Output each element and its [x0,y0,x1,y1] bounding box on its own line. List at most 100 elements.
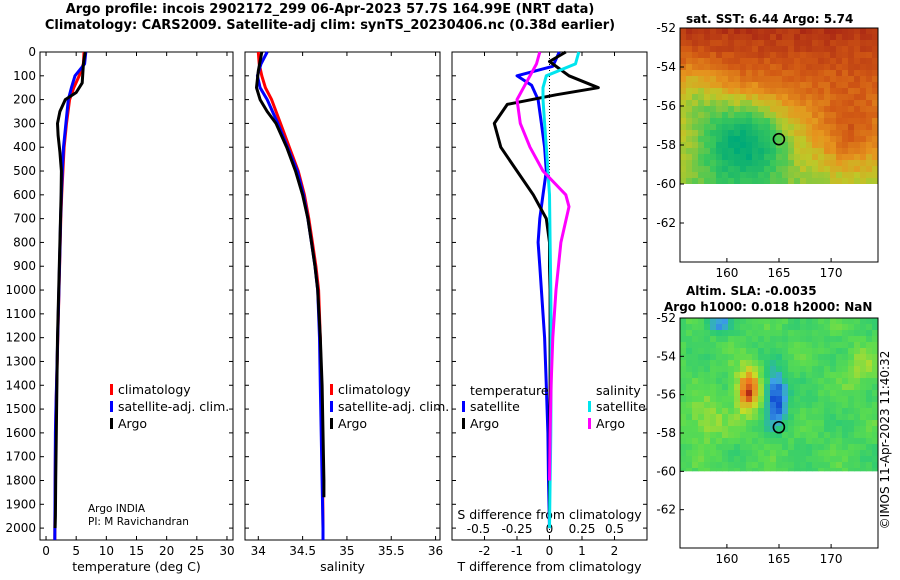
sst-map-cell [734,148,741,155]
sla-map-cell [758,396,765,403]
sst-map-cell [734,118,741,125]
sst-map-cell [746,124,753,131]
sla-map-cell [872,366,879,373]
sla-map-cell [866,348,873,355]
sla-map-cell [818,336,825,343]
sst-map-cell [872,148,879,155]
ytick-label: 600 [13,188,36,202]
sla-map-cell [764,402,771,409]
sst-map-cell [698,160,705,167]
sst-map-cell [830,160,837,167]
sla-map-cell [680,426,687,433]
sst-map-cell [764,106,771,113]
sla-map-cell [752,462,759,469]
sst-map-cell [698,118,705,125]
sst-map-cell [710,130,717,137]
sst-map-cell [854,166,861,173]
sst-map-cell [836,148,843,155]
sst-map-cell [728,106,735,113]
sla-map-cell [758,468,765,472]
sla-map-cell [830,444,837,451]
sst-map-cell [692,124,699,131]
sst-map-cell [848,88,855,95]
sst-map-cell [812,94,819,101]
sst-map-cell [830,118,837,125]
sla-map-cell [758,420,765,427]
sst-map-cell [728,40,735,47]
sst-map-cell [680,136,687,143]
sst-map-cell [800,160,807,167]
sla-map-cell [722,366,729,373]
sst-map-cell [764,28,771,35]
sst-map-float-marker [772,132,786,146]
sal-legend-swatch [330,401,333,412]
sst-map-cell [686,142,693,149]
ytick-label: 900 [13,259,36,273]
sst-map-cell [680,58,687,65]
sla-map-cell [830,450,837,457]
sla-map-cell [680,432,687,439]
sla-map-cell [728,450,735,457]
sst-map-cell [704,58,711,65]
sla-map-cell [794,432,801,439]
xaxis-label-temperature: temperature (deg C) [72,559,201,574]
sla-map-cell [782,390,789,397]
sst-map-cell [860,166,867,173]
sla-map-cell [872,384,879,391]
sla-map-cell [716,348,723,355]
sst-map-cell [680,100,687,107]
sst-map-cell [692,28,699,35]
sla-map-cell [794,450,801,457]
sla-map-cell [788,402,795,409]
sst-map-cell [770,106,777,113]
sst-map-cell [842,124,849,131]
sst-map-cell [866,88,873,95]
sla-map-cell [860,366,867,373]
sla-map-cell [710,336,717,343]
sst-map-cell [806,142,813,149]
sst-map-cell [710,76,717,83]
sst-map-cell [770,160,777,167]
sst-map-cell [686,100,693,107]
sst-map-cell [698,88,705,95]
sla-map-cell [758,438,765,445]
sla-map-cell [686,384,693,391]
sst-map-cell [764,82,771,89]
sst-map-cell [734,160,741,167]
sst-map-cell [824,154,831,161]
sla-map-cell [776,360,783,367]
sst-map-cell [692,70,699,77]
sla-map-cell [680,318,687,325]
sst-map-cell [800,154,807,161]
sla-map-cell [848,324,855,331]
sla-map-cell [806,342,813,349]
map-ytick-label: -56 [656,388,676,402]
sst-map-cell [764,70,771,77]
sst-map-cell [722,76,729,83]
sla-map-cell [764,378,771,385]
sst-map-cell [866,172,873,179]
sla-map-cell [692,372,699,379]
sla-map-cell [836,438,843,445]
sst-map-cell [752,28,759,35]
sst-map-cell [770,88,777,95]
sla-map-cell [746,378,753,385]
sla-map-cell [872,318,879,325]
sla-map-cell [872,444,879,451]
sst-map-cell [872,52,879,59]
sst-map-cell [722,154,729,161]
sla-map-cell [842,432,849,439]
sla-map-cell [764,318,771,325]
sla-map-cell [794,390,801,397]
sla-map-cell [752,378,759,385]
sst-map-cell [752,100,759,107]
sst-map-cell [788,178,795,184]
sla-map-cell [866,468,873,472]
xtick-label: 35.5 [378,544,405,558]
sla-map-cell [824,426,831,433]
sst-map-cell [692,76,699,83]
sla-map-cell [776,426,783,433]
sla-map-cell [698,450,705,457]
map-ytick-label: -60 [656,464,676,478]
sst-map-cell [788,166,795,173]
